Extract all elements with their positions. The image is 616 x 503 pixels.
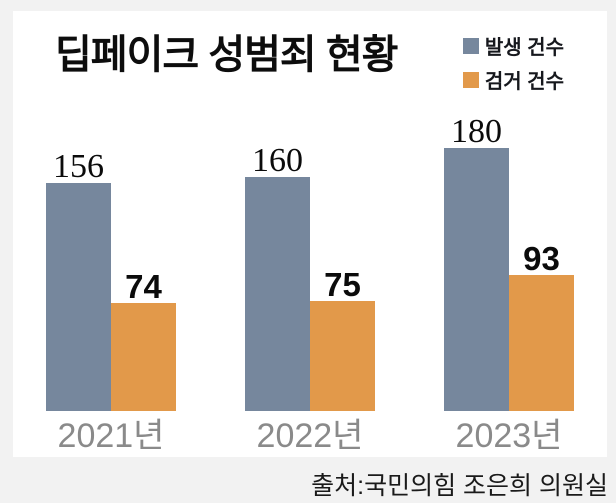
x-axis-label-2021년: 2021년 — [57, 417, 165, 455]
legend-swatch-arrest — [462, 71, 479, 88]
legend-item-arrest: 검거 건수 — [462, 65, 564, 94]
bar-occurrence-2023년 — [444, 148, 509, 411]
bar-value-arrest-2021년: 74 — [125, 268, 162, 305]
x-axis-label-2023년: 2023년 — [455, 417, 563, 455]
bar-arrest-2021년 — [111, 303, 176, 411]
x-axis-label-2022년: 2022년 — [256, 417, 364, 455]
legend-label-occurrence: 발생 건수 — [484, 37, 564, 59]
bar-value-occurrence-2022년: 160 — [252, 142, 303, 179]
legend: 발생 건수 검거 건수 — [462, 31, 564, 94]
bar-value-arrest-2023년: 93 — [523, 240, 560, 277]
source-note: 출처:국민의힘 조은희 의원실 — [311, 472, 608, 500]
bar-occurrence-2022년 — [245, 177, 310, 411]
legend-label-arrest: 검거 건수 — [484, 71, 564, 93]
bar-arrest-2023년 — [509, 275, 574, 411]
bar-arrest-2022년 — [310, 301, 375, 411]
chart-title: 딥페이크 성범죄 현황 — [55, 33, 398, 77]
bar-value-arrest-2022년: 75 — [324, 266, 361, 303]
legend-item-occurrence: 발생 건수 — [462, 31, 564, 60]
legend-swatch-occurrence — [462, 37, 479, 54]
bar-value-occurrence-2023년: 180 — [451, 113, 502, 150]
bar-value-occurrence-2021년: 156 — [53, 148, 104, 185]
bar-occurrence-2021년 — [46, 183, 111, 411]
